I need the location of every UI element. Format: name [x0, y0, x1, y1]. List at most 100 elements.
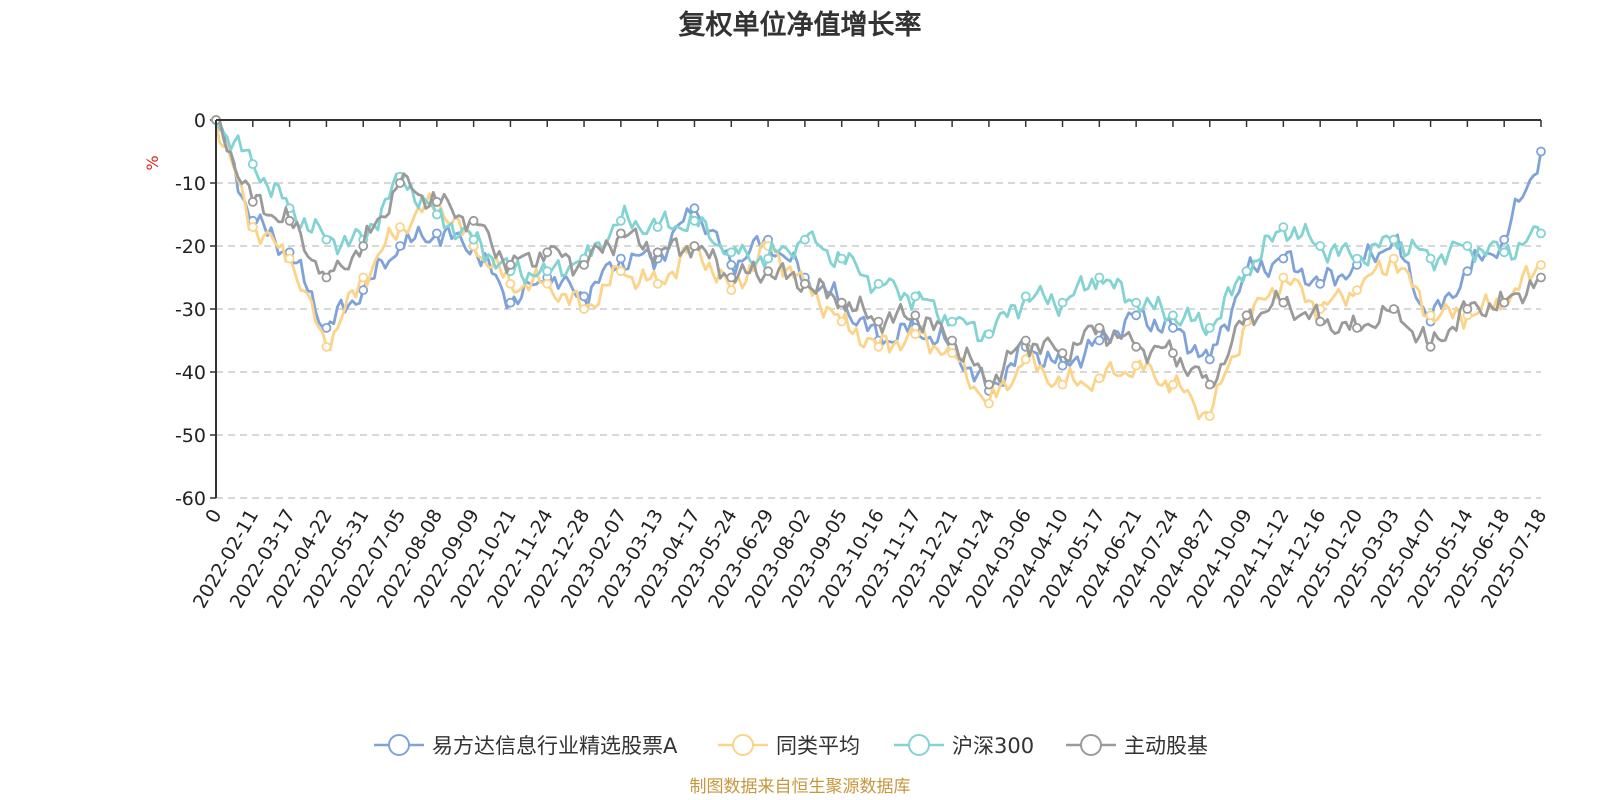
- series-point: [468, 215, 479, 226]
- series-point: [947, 316, 958, 327]
- series-point: [395, 178, 405, 188]
- series-point: [1241, 310, 1252, 321]
- y-axis-unit: %: [143, 155, 162, 170]
- series-point: [763, 253, 773, 264]
- series-point: [947, 335, 958, 346]
- series-point: [505, 278, 516, 289]
- series-point: [652, 247, 663, 258]
- series-point: [1425, 341, 1436, 352]
- series-point: [1204, 322, 1215, 333]
- series-point: [873, 341, 884, 352]
- series-line: [214, 119, 1543, 343]
- series-point: [1204, 379, 1215, 390]
- series-point: [321, 234, 332, 245]
- series-point: [615, 228, 626, 239]
- series-point: [579, 259, 589, 270]
- series-point: [1315, 241, 1326, 251]
- series-point: [247, 196, 258, 207]
- series-point: [726, 285, 737, 296]
- series-point: [247, 159, 258, 170]
- series-point: [910, 310, 921, 321]
- series-point: [1425, 310, 1436, 321]
- series-point: [1278, 222, 1289, 233]
- series-point: [1278, 253, 1289, 264]
- grid-lines: [210, 119, 1541, 499]
- series-point: [1094, 373, 1105, 384]
- y-tick-label: 0: [194, 110, 206, 132]
- axes: [215, 119, 1541, 498]
- series-point: [1131, 297, 1142, 308]
- series-point: [984, 379, 994, 390]
- series-point: [1425, 253, 1436, 264]
- y-tick-label: -40: [175, 362, 206, 384]
- series-point: [395, 222, 405, 233]
- x-tick-label: 0: [201, 506, 226, 527]
- series-point: [1057, 348, 1068, 359]
- series-point: [284, 253, 295, 264]
- series-point: [1536, 259, 1546, 270]
- series-point: [1057, 360, 1068, 371]
- series-point: [1204, 411, 1215, 422]
- series-point: [799, 278, 810, 289]
- series-point: [579, 291, 589, 302]
- series-point: [1168, 322, 1178, 333]
- series-point: [431, 209, 442, 220]
- legend-item: 同类平均: [718, 734, 860, 758]
- legend: 易方达信息行业精选股票A 同类平均 沪深300 主动股基: [374, 734, 1208, 758]
- series-point: [284, 215, 295, 226]
- series-point: [1352, 253, 1362, 264]
- series-point: [1057, 297, 1068, 308]
- series-line: [214, 119, 1542, 420]
- series-point: [615, 253, 626, 264]
- legend-marker: [732, 734, 754, 756]
- series-point: [1131, 310, 1142, 321]
- series-lines: [211, 115, 1546, 422]
- series-point: [984, 398, 994, 409]
- legend-item: 沪深300: [894, 734, 1034, 758]
- series-point: [910, 291, 921, 302]
- series-point: [395, 241, 405, 251]
- series-point: [358, 285, 369, 296]
- y-tick-label: -10: [175, 173, 206, 195]
- series-point: [1462, 266, 1473, 277]
- series-point: [689, 203, 700, 214]
- y-tick-label: -50: [175, 425, 206, 447]
- series-point: [910, 329, 921, 340]
- legend-item: 主动股基: [1066, 734, 1208, 758]
- series-point: [763, 266, 773, 277]
- series-point: [1388, 253, 1399, 264]
- series-point: [1241, 266, 1252, 277]
- legend-label: 同类平均: [776, 734, 860, 758]
- series-point: [1315, 278, 1326, 289]
- series-point: [615, 215, 626, 226]
- series-point: [1499, 297, 1510, 308]
- series-point: [1388, 304, 1399, 314]
- legend-item: 易方达信息行业精选股票A: [374, 734, 678, 758]
- series-point: [431, 228, 442, 239]
- series-point: [358, 241, 369, 251]
- y-tick-label: -30: [175, 299, 206, 321]
- series-point: [1278, 297, 1289, 308]
- series-point: [873, 316, 884, 327]
- series-point: [652, 278, 663, 289]
- legend-label: 易方达信息行业精选股票A: [432, 734, 678, 758]
- series-point: [726, 259, 737, 270]
- legend-marker: [1080, 734, 1102, 756]
- series-point: [542, 278, 553, 289]
- series-point: [1499, 247, 1510, 258]
- series-point: [579, 304, 589, 314]
- series-point: [505, 297, 516, 308]
- series-point: [1315, 316, 1326, 327]
- series-point: [1536, 146, 1546, 157]
- series-point: [1094, 322, 1105, 333]
- series-point: [1499, 234, 1510, 245]
- series-point: [1168, 379, 1178, 390]
- series-point: [836, 316, 847, 327]
- data-source-note: 制图数据来自恒生聚源数据库: [690, 777, 911, 797]
- series-point: [542, 247, 553, 258]
- series-point: [1536, 272, 1546, 283]
- series-point: [836, 297, 847, 308]
- series-point: [1057, 379, 1068, 390]
- series-point: [1131, 341, 1142, 352]
